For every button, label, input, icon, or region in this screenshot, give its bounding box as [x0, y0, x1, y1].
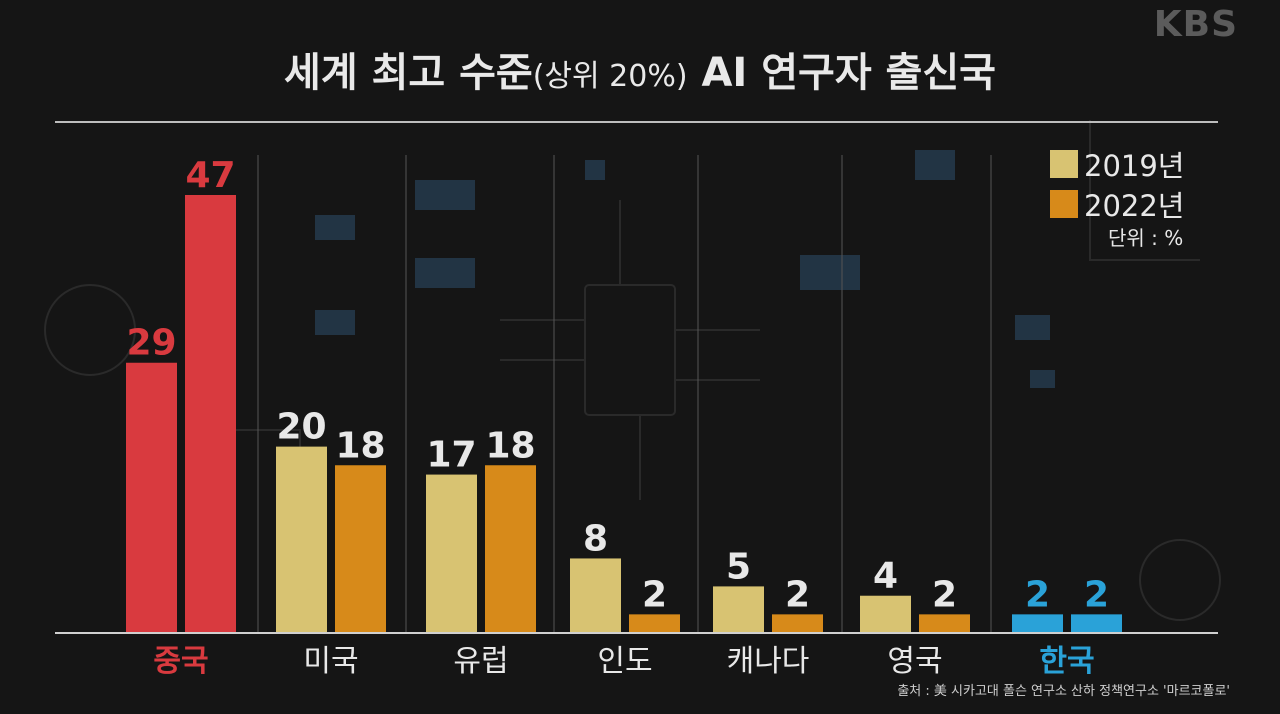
data-label: 47 — [185, 155, 235, 196]
bar-미국-2019년 — [276, 446, 327, 633]
chart-title: 세계 최고 수준(상위 20%) AI 연구자 출신국 — [0, 40, 1280, 98]
category-label: 캐나다 — [727, 644, 810, 679]
data-label: 29 — [126, 323, 176, 364]
category-label: 유럽 — [453, 644, 508, 679]
source-note: 출처 : 美 시카고대 폴슨 연구소 산하 정책연구소 '마르코폴로' — [897, 684, 1230, 699]
legend-item-2022: 2022년 — [1050, 183, 1184, 225]
category-label: 한국 — [1039, 644, 1094, 679]
data-label: 2 — [1084, 574, 1109, 615]
bar-한국-2022년 — [1071, 614, 1122, 633]
bar-유럽-2019년 — [426, 474, 477, 633]
data-label: 17 — [426, 435, 476, 476]
unit-label: 단위 : % — [1108, 226, 1184, 250]
legend-label-2022: 2022년 — [1084, 189, 1185, 223]
kbs-logo: KBS — [1153, 4, 1238, 45]
data-label: 2 — [785, 574, 810, 615]
data-label: 2 — [932, 574, 957, 615]
bar-유럽-2022년 — [485, 465, 536, 633]
data-label: 4 — [873, 556, 898, 597]
category-label: 미국 — [303, 644, 358, 679]
title-main-text: 세계 최고 수준 — [284, 50, 533, 96]
data-label: 20 — [276, 407, 326, 448]
category-label: 인도 — [597, 644, 652, 679]
data-label: 2 — [642, 574, 667, 615]
data-label: 18 — [485, 425, 535, 466]
data-label: 5 — [726, 546, 751, 587]
title-end-text: AI 연구자 출신국 — [687, 50, 996, 96]
legend-swatch-2019 — [1050, 150, 1078, 178]
bar-캐나다-2022년 — [772, 614, 823, 633]
data-label: 2 — [1025, 574, 1050, 615]
category-label: 중국 — [153, 644, 208, 679]
bar-인도-2022년 — [629, 614, 680, 633]
category-label: 영국 — [887, 644, 942, 679]
legend-item-2019: 2019년 — [1050, 143, 1184, 185]
bar-중국-2019년 — [126, 362, 177, 633]
legend-swatch-2022 — [1050, 190, 1078, 218]
bar-중국-2022년 — [185, 195, 236, 633]
data-label: 8 — [583, 518, 608, 559]
legend-label-2019: 2019년 — [1084, 149, 1185, 183]
bar-캐나다-2019년 — [713, 586, 764, 633]
bar-미국-2022년 — [335, 465, 386, 633]
bar-인도-2019년 — [570, 558, 621, 633]
data-label: 18 — [335, 425, 385, 466]
bar-한국-2019년 — [1012, 614, 1063, 633]
title-sub-text: (상위 20%) — [532, 59, 688, 94]
bar-영국-2022년 — [919, 614, 970, 633]
bar-영국-2019년 — [860, 595, 911, 633]
